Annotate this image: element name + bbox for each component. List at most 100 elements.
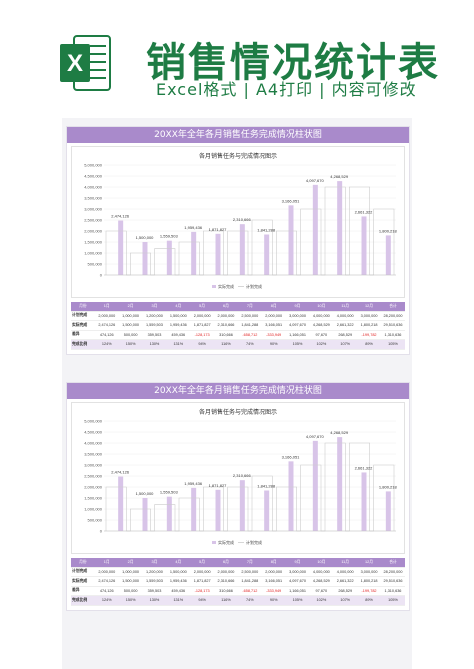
table-cell: 1,841,288: [237, 576, 262, 587]
table-header-cell: 11月: [333, 302, 358, 312]
bar-actual: [288, 205, 294, 275]
bar-actual: [312, 184, 318, 275]
row-label: 实际完成: [71, 320, 95, 331]
chart-title: 各月销售任务与完成情况图示: [198, 153, 277, 160]
y-tick-label: 500,000: [88, 262, 103, 267]
row-label: 实际完成: [71, 576, 95, 587]
data-table: 月份 1月 2月 3月 4月 5月 6月 7月 8月 9月 10月 11月 12月 合计 计划完成 2,000…: [71, 302, 405, 350]
table-header-cell: 5月: [190, 302, 215, 312]
bar-chart: 0 500,000 1,000,000 1,500,000 2,000,000 2,500…: [71, 402, 405, 554]
table-cell: 105%: [380, 339, 405, 350]
bar-actual: [191, 231, 197, 275]
table-cell: 4,000,000: [309, 311, 334, 321]
table-cell: 2,000,000: [190, 567, 215, 577]
table-header-cell: 12月: [357, 302, 381, 312]
bar-actual: [215, 233, 221, 275]
table-cell: 90%: [261, 595, 286, 606]
table-cell: 3,000,000: [357, 311, 381, 321]
table-cell: -128,173: [190, 586, 215, 596]
table-cell: 1,200,000: [142, 567, 167, 577]
table-cell: 2,000,000: [94, 311, 119, 321]
bar-actual: [361, 216, 367, 275]
table-cell: 3,000,000: [285, 567, 310, 577]
table-cell: 3,000,000: [285, 311, 310, 321]
bar-actual: [264, 234, 270, 275]
y-tick-label: 1,500,000: [84, 240, 103, 245]
data-label: 2,661,322: [355, 465, 374, 470]
table-cell: 474,126: [94, 586, 119, 596]
table-cell: 130%: [142, 595, 167, 606]
table-row: 计划完成 2,000,000 1,000,000 1,200,000 1,500,000…: [71, 567, 405, 577]
table-header-cell: 7月: [237, 558, 262, 568]
table-cell: 2,000,000: [261, 567, 286, 577]
data-label: 2,310,666: [233, 473, 252, 478]
legend-label-actual: 实际完成: [218, 283, 234, 289]
table-cell: 97,670: [309, 586, 334, 596]
table-header-cell: 6月: [214, 302, 238, 312]
excel-logo-letter: X: [67, 50, 83, 77]
table-header-cell: 月份: [71, 558, 95, 568]
row-label: 完成比例: [71, 339, 95, 350]
data-label: 1,841,288: [257, 227, 276, 232]
data-label: 4,097,670: [306, 434, 325, 439]
table-header-cell: 1月: [94, 558, 119, 568]
legend-label-plan: 计划完成: [246, 283, 262, 289]
table-cell: 28,200,000: [380, 567, 405, 577]
y-tick-label: 3,500,000: [84, 452, 103, 457]
table-cell: 2,000,000: [190, 311, 215, 321]
legend-label-plan: 计划完成: [246, 539, 262, 545]
row-label: 计划完成: [71, 311, 95, 321]
y-tick-label: 2,500,000: [84, 218, 103, 223]
page-title: 销售情况统计表: [146, 40, 440, 86]
table-cell: -658,712: [237, 586, 262, 596]
table-header-cell: 8月: [261, 558, 286, 568]
data-label: 1,500,000: [136, 491, 155, 496]
table-cell: 107%: [333, 595, 358, 606]
y-tick-label: 5,000,000: [84, 163, 103, 168]
table-cell: 74%: [237, 595, 262, 606]
table-cell: 1,500,000: [166, 311, 191, 321]
table-cell: 29,510,636: [380, 320, 405, 331]
bar-actual: [191, 487, 197, 531]
bar-chart-canvas: 0 500,000 1,000,000 1,500,000 2,000,000 2,500…: [84, 163, 398, 290]
table-cell: 2,000,000: [214, 311, 238, 321]
bar-actual: [118, 476, 124, 531]
y-tick-label: 4,000,000: [84, 185, 103, 190]
table-cell: 3,166,051: [261, 576, 286, 587]
table-cell: -658,712: [237, 330, 262, 340]
table-row: 差异 474,126 500,000 359,503 459,436 -128,173 31…: [71, 586, 405, 596]
y-tick-label: 5,000,000: [84, 419, 103, 424]
legend-swatch-actual: [212, 541, 216, 544]
table-cell: 1,310,636: [380, 330, 405, 340]
table-cell: 105%: [285, 339, 310, 350]
table-header-cell: 9月: [285, 558, 310, 568]
table-cell: 116%: [214, 339, 238, 350]
bar-actual: [361, 472, 367, 531]
y-tick-label: 4,500,000: [84, 430, 103, 435]
data-label: 1,871,827: [209, 227, 228, 232]
bar-actual: [142, 498, 148, 531]
table-header-cell: 5月: [190, 558, 215, 568]
table-cell: 1,959,436: [166, 320, 191, 331]
table-cell: 2,474,126: [94, 320, 119, 331]
table-cell: 3,166,051: [261, 320, 286, 331]
bar-chart: 0 500,000 1,000,000 1,500,000 2,000,000 2,500…: [71, 146, 405, 298]
table-header-cell: 7月: [237, 302, 262, 312]
table-cell: 2,661,322: [333, 320, 358, 331]
hero-banner: X 销售情况统计表 Excel格式 | A4打印 | 内容可修改: [0, 0, 474, 118]
table-header-cell: 4月: [166, 302, 191, 312]
data-label: 1,841,288: [257, 483, 276, 488]
table-cell: 116%: [214, 595, 238, 606]
table-cell: 107%: [333, 339, 358, 350]
table-cell: 4,097,670: [285, 576, 310, 587]
y-tick-label: 3,000,000: [84, 207, 103, 212]
y-tick-label: 3,000,000: [84, 463, 103, 468]
table-header-cell: 合计: [380, 558, 405, 568]
sheet-preview: 20XX年全年各月销售任务完成情况柱状图 0 500,000 1,000,000 1,…: [66, 126, 410, 355]
y-tick-label: 0: [100, 529, 103, 534]
table-cell: 102%: [309, 339, 334, 350]
table-row: 计划完成 2,000,000 1,000,000 1,200,000 1,500,000…: [71, 311, 405, 321]
data-label: 1,800,218: [379, 228, 398, 233]
table-header-cell: 9月: [285, 302, 310, 312]
table-header-cell: 11月: [333, 558, 358, 568]
